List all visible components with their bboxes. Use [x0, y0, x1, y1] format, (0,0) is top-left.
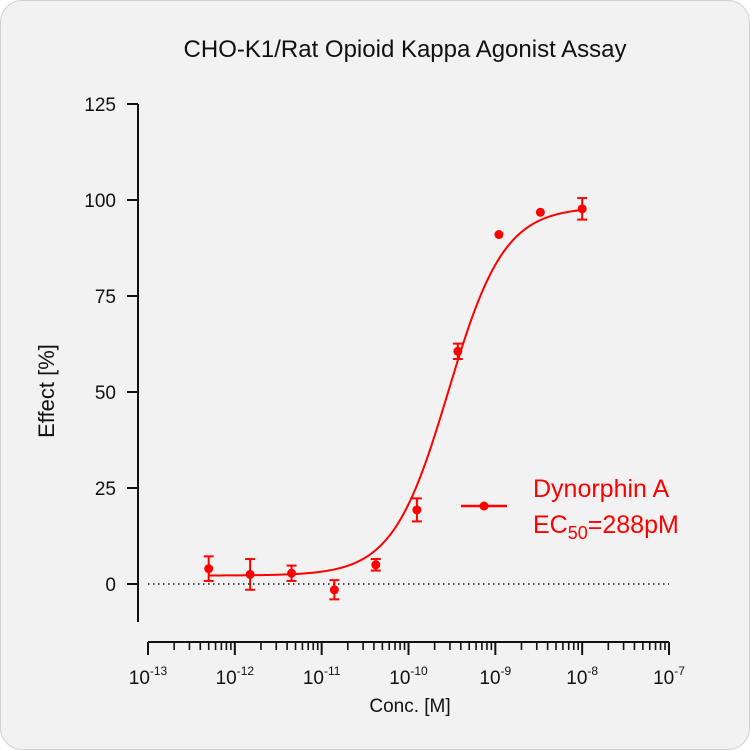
- y-tick-label: 100: [84, 191, 116, 212]
- legend-ec50: EC50=288pM: [533, 511, 679, 543]
- x-tick-label: 10-7: [653, 664, 685, 689]
- x-tick-label: 10-9: [479, 664, 511, 689]
- x-tick-label: 10-10: [389, 664, 428, 689]
- data-point: [245, 569, 255, 579]
- y-tick-label: 25: [95, 479, 116, 500]
- fit-curve: [208, 208, 583, 577]
- data-point: [412, 505, 422, 515]
- legend: Dynorphin A EC50=288pM: [461, 475, 679, 543]
- chart-title: CHO-K1/Rat Opioid Kappa Agonist Assay: [184, 36, 627, 63]
- y-tick-label: 75: [95, 287, 116, 308]
- y-tick-label: 125: [84, 95, 116, 116]
- x-tick-label: 10-8: [566, 664, 598, 689]
- data-point: [204, 564, 214, 574]
- x-axis-label: Conc. [M]: [369, 696, 450, 717]
- x-tick-label: 10-11: [303, 664, 341, 689]
- y-tick-label: 50: [95, 383, 116, 404]
- data-point: [494, 230, 504, 240]
- y-axis-label: Effect [%]: [34, 344, 59, 438]
- data-point: [329, 585, 339, 595]
- y-axis: 0 25 50 75 100 125: [84, 95, 139, 622]
- x-tick-label: 10-12: [216, 664, 255, 689]
- data-point: [371, 560, 381, 570]
- data-point: [535, 207, 545, 217]
- data-point: [453, 346, 463, 356]
- data-point: [287, 568, 297, 578]
- legend-marker: [479, 501, 489, 511]
- data-point: [577, 204, 587, 214]
- x-axis: 10-13 10-12 10-11 10-10 10-9 10-8 10-7: [129, 641, 685, 689]
- y-tick-label: 0: [105, 575, 116, 596]
- x-tick-label: 10-13: [129, 664, 168, 689]
- legend-series-name: Dynorphin A: [533, 475, 670, 503]
- plot-area: [148, 197, 669, 601]
